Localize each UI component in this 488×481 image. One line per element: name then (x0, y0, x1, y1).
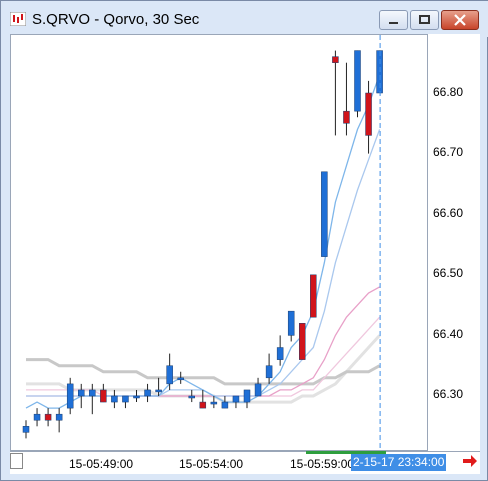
candle (299, 323, 306, 360)
close-icon (454, 14, 466, 26)
candle (199, 389, 207, 409)
price-tick-label: 66.70 (433, 145, 464, 159)
candle-body (55, 413, 63, 421)
price-tick-label: 66.30 (433, 387, 464, 401)
candle-body (287, 310, 295, 336)
candle-body (276, 347, 284, 360)
maximize-icon (419, 15, 430, 24)
candle-body (199, 401, 207, 409)
candle-body (133, 395, 140, 399)
price-axis[interactable] (428, 34, 480, 451)
candle (354, 50, 361, 118)
candle (66, 377, 74, 415)
close-button[interactable] (441, 10, 479, 30)
candle (78, 383, 85, 409)
title-bar[interactable]: S.QRVO - Qorvo, 30 Sec (1, 1, 488, 37)
candle (22, 420, 30, 439)
price-tick-label: 66.80 (433, 85, 464, 99)
candle (111, 389, 118, 409)
moving-average-line (26, 316, 381, 397)
candle (33, 408, 41, 427)
candle-body (22, 426, 30, 433)
candle-body (122, 395, 129, 403)
scroll-right-arrow-icon[interactable] (462, 454, 478, 468)
candle (89, 383, 96, 415)
candle-body (299, 323, 306, 360)
axis-corner-box[interactable] (10, 453, 23, 469)
candle (122, 395, 129, 409)
price-tick-label: 66.50 (433, 266, 464, 280)
candle-body (365, 92, 372, 136)
candle-body (243, 389, 251, 403)
price-chart-plot[interactable] (10, 34, 428, 451)
candle-body (66, 383, 74, 409)
candle (100, 383, 107, 403)
candle (310, 274, 317, 318)
candle (144, 383, 151, 403)
candle-body (232, 395, 240, 403)
candle-body (33, 413, 41, 421)
candlestick-chart (22, 35, 383, 450)
candle (276, 335, 284, 366)
candle-body (210, 401, 218, 405)
candle-body (254, 383, 262, 397)
candle (44, 408, 52, 427)
candle (254, 377, 262, 397)
window-title: S.QRVO - Qorvo, 30 Sec (32, 11, 200, 28)
session-indicator (306, 451, 386, 454)
candle-body (155, 389, 162, 393)
candle-body (310, 274, 317, 318)
candle-body (332, 56, 339, 63)
price-tick-label: 66.60 (433, 206, 464, 220)
candle (177, 371, 184, 384)
candle-body (44, 413, 52, 421)
minimize-icon (389, 22, 398, 24)
app-chart-icon (10, 12, 26, 26)
candle-body (265, 365, 273, 379)
candle (166, 353, 173, 390)
candle (155, 377, 162, 396)
candle-body (78, 389, 85, 397)
candle-body (89, 389, 96, 397)
candle-body (166, 365, 173, 385)
cursor-time-label: 2-15-17 23:34:00 (351, 454, 447, 471)
candle (232, 395, 240, 409)
time-tick-label: 15-05:49:00 (69, 457, 134, 471)
candle-body (221, 401, 229, 409)
candle (343, 62, 350, 136)
candle (332, 50, 339, 136)
candle (243, 389, 251, 409)
candle-body (111, 395, 118, 403)
moving-average-line (25, 74, 381, 409)
candle-body (343, 110, 350, 124)
price-tick-label: 66.40 (433, 327, 464, 341)
candle-body (188, 395, 195, 399)
candle (265, 353, 273, 384)
candle-body (177, 377, 184, 381)
minimize-button[interactable] (379, 10, 408, 30)
candle (321, 171, 328, 257)
candle-body (100, 389, 107, 403)
maximize-button[interactable] (410, 10, 439, 30)
moving-average-line (26, 358, 381, 386)
candle (133, 389, 140, 403)
candle-body (354, 50, 361, 112)
time-tick-label: 15-05:59:00 (290, 457, 355, 471)
candle-body (321, 171, 328, 257)
candle (188, 389, 195, 403)
candle (210, 396, 218, 409)
candle (287, 310, 295, 342)
candle (55, 408, 63, 433)
candle (365, 80, 372, 154)
time-tick-label: 15-05:54:00 (179, 457, 244, 471)
candle-body (144, 389, 151, 397)
candle (221, 396, 229, 409)
